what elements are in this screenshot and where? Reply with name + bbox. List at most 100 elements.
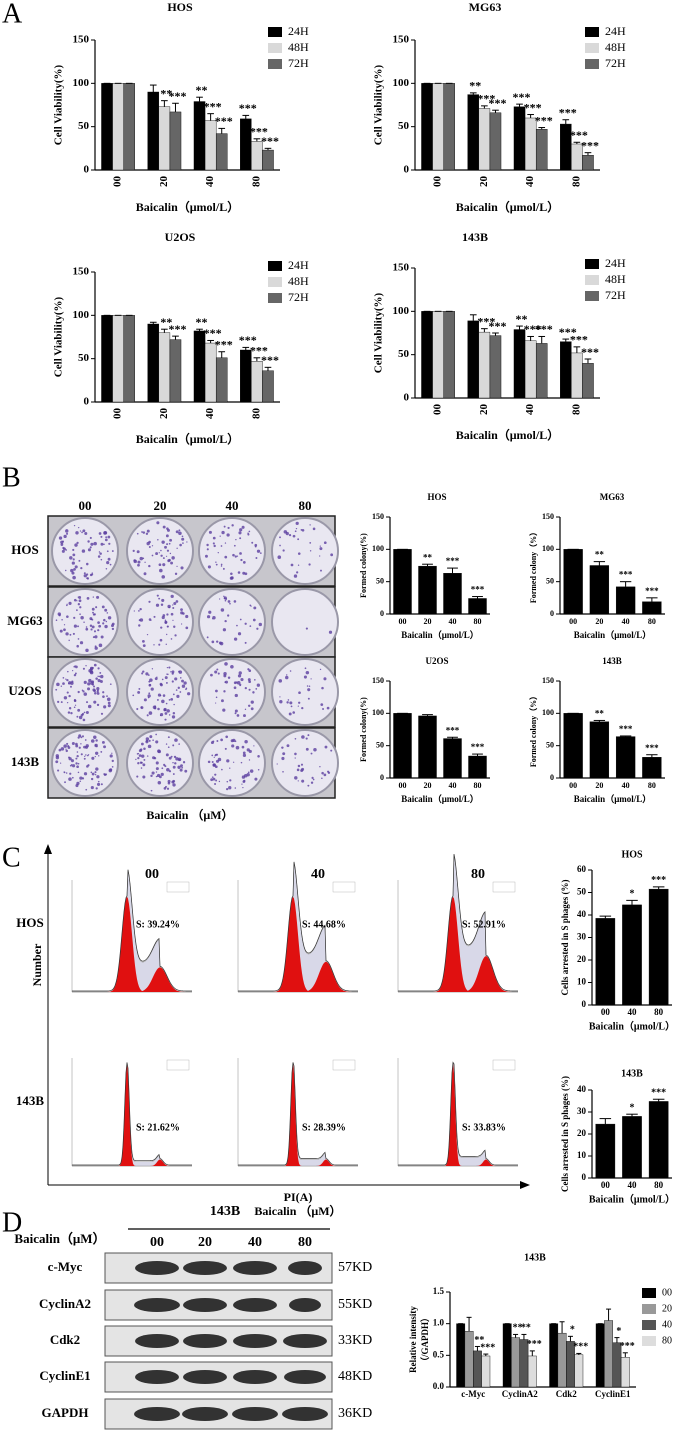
colony <box>143 698 147 702</box>
significance: *** <box>581 345 599 359</box>
error-bar <box>492 332 499 336</box>
colony <box>257 755 260 758</box>
dose-label: 00 <box>79 498 92 513</box>
colony <box>160 603 164 606</box>
colony <box>55 619 58 621</box>
blot-band <box>183 1334 227 1348</box>
colony <box>320 703 324 707</box>
y-tick-label: 100 <box>73 77 90 89</box>
colony <box>178 531 182 536</box>
colony <box>305 737 308 740</box>
dose-label: 40 <box>311 867 325 882</box>
colony <box>80 713 84 717</box>
colony <box>63 744 67 748</box>
colony <box>206 543 209 547</box>
legend-label: 24H <box>605 24 626 38</box>
colony <box>206 615 211 619</box>
error-bar <box>606 1308 612 1321</box>
colony <box>297 705 299 707</box>
colony <box>91 625 95 629</box>
significance: ** <box>474 1335 484 1346</box>
colony <box>252 691 255 694</box>
colony <box>216 668 219 671</box>
colony <box>327 771 331 774</box>
colony <box>253 606 257 610</box>
colony <box>56 682 60 687</box>
colony <box>162 614 166 617</box>
blot-band <box>182 1407 228 1421</box>
blot-band <box>283 1334 327 1348</box>
legend-label: 80 <box>662 1335 672 1346</box>
colony <box>175 689 178 691</box>
error-bar <box>149 321 157 324</box>
colony <box>152 705 157 710</box>
colony <box>237 571 241 574</box>
colony <box>224 662 228 666</box>
colony <box>252 618 256 622</box>
colony <box>236 714 240 717</box>
flow-outline <box>238 861 359 992</box>
significance: *** <box>477 314 495 328</box>
colony <box>237 674 242 678</box>
colony <box>258 622 262 627</box>
colony <box>78 559 81 562</box>
colony <box>170 561 174 565</box>
colony <box>85 648 89 653</box>
colony <box>61 618 63 621</box>
bar <box>215 133 228 171</box>
colony <box>180 677 182 679</box>
y-tick-label: 50 <box>577 887 587 897</box>
colony <box>111 759 114 763</box>
error-bar <box>242 114 250 119</box>
flow-legend <box>166 881 190 893</box>
bar <box>642 601 662 615</box>
bar <box>123 315 135 403</box>
colony <box>185 687 188 690</box>
colony <box>90 628 93 631</box>
colony <box>55 760 59 764</box>
colony <box>204 554 208 558</box>
colony <box>240 558 243 562</box>
colony <box>221 768 223 771</box>
colony <box>235 538 237 541</box>
colony <box>106 561 110 565</box>
colony <box>90 542 94 546</box>
colony <box>69 633 72 636</box>
colony <box>93 700 97 704</box>
error-bar <box>472 596 483 599</box>
colony <box>92 596 94 598</box>
y-tick-label: 10 <box>577 1150 587 1160</box>
colony <box>239 618 242 621</box>
colony <box>73 616 76 619</box>
bar <box>432 83 444 171</box>
x-axis-label: Baicalin（μmol/L） <box>401 630 479 640</box>
colony <box>239 552 242 555</box>
y-tick-label: 150 <box>73 34 90 46</box>
colony <box>173 703 175 706</box>
colony <box>102 691 105 694</box>
colony <box>224 542 227 544</box>
colony <box>83 572 86 575</box>
y-tick-label: 0 <box>404 392 410 404</box>
colony <box>141 531 143 533</box>
bar <box>262 370 274 403</box>
colony <box>186 541 188 543</box>
colony <box>142 639 145 643</box>
x-tick-label: 00 <box>432 404 444 416</box>
colony <box>77 638 80 640</box>
colony <box>294 752 297 756</box>
plate <box>271 729 339 797</box>
error-bar <box>161 328 168 333</box>
error-bar <box>474 1345 480 1351</box>
error-bar <box>264 147 272 151</box>
colony <box>236 624 238 627</box>
colony <box>144 561 146 563</box>
colony <box>286 674 288 676</box>
colony <box>286 744 290 748</box>
colony <box>137 560 141 564</box>
blot-band <box>135 1261 179 1275</box>
plate <box>126 729 194 797</box>
colony <box>150 789 153 792</box>
colony <box>181 766 184 769</box>
